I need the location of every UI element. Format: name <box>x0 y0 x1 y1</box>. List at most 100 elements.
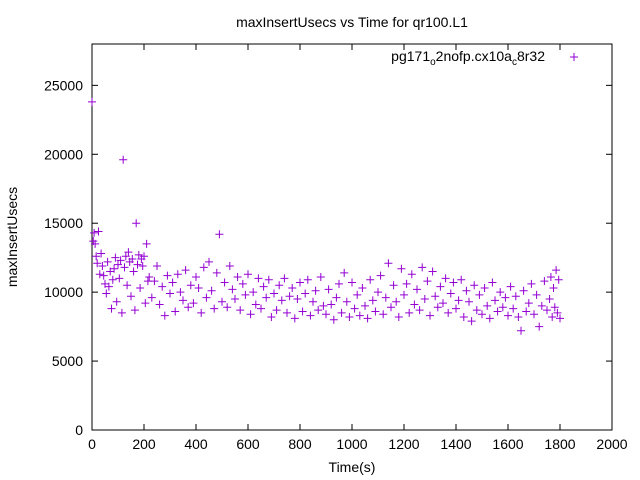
data-point <box>394 312 403 321</box>
data-point <box>301 289 310 298</box>
data-point <box>381 293 390 302</box>
data-point <box>92 252 101 261</box>
data-point <box>467 317 476 326</box>
data-point <box>535 322 544 331</box>
data-point <box>111 253 120 262</box>
data-point <box>543 306 551 315</box>
data-point <box>298 307 307 316</box>
data-point <box>168 278 177 287</box>
legend-subscript: c <box>512 57 517 68</box>
data-point <box>332 293 341 302</box>
data-point <box>314 306 323 315</box>
data-point <box>246 310 255 319</box>
data-point <box>202 293 211 302</box>
data-point <box>205 257 213 266</box>
data-point <box>428 267 437 276</box>
series-points <box>88 97 564 335</box>
data-point <box>207 286 216 295</box>
data-point <box>262 293 271 302</box>
x-tick-label: 2000 <box>596 436 627 452</box>
data-point <box>387 303 395 312</box>
y-axis: 0 5000 10000 15000 20000 25000 <box>44 77 612 438</box>
data-point <box>93 259 102 268</box>
data-point <box>426 311 434 320</box>
x-tick-label: 1800 <box>544 436 575 452</box>
data-point <box>374 288 382 297</box>
data-point <box>509 304 518 313</box>
data-point <box>142 239 151 248</box>
x-tick-label: 0 <box>88 436 96 452</box>
data-point <box>350 304 359 313</box>
data-point <box>485 314 494 323</box>
data-point <box>514 312 523 321</box>
data-point <box>91 239 100 248</box>
data-point <box>410 300 419 309</box>
data-point <box>140 252 148 261</box>
data-point <box>496 288 505 297</box>
data-point <box>192 272 200 281</box>
data-point <box>475 290 484 299</box>
x-tick-label: 1200 <box>388 436 419 452</box>
data-point <box>272 306 281 315</box>
data-point <box>145 272 154 281</box>
y-tick-label: 15000 <box>44 215 83 231</box>
data-point <box>199 263 208 272</box>
data-point <box>444 308 453 317</box>
data-point <box>189 299 198 308</box>
data-point <box>345 312 354 321</box>
data-point <box>184 303 193 312</box>
data-point <box>527 279 536 288</box>
data-point <box>186 281 195 290</box>
data-point <box>324 285 333 294</box>
data-point <box>552 266 561 275</box>
data-point <box>353 290 362 299</box>
data-point <box>303 275 312 284</box>
data-point <box>452 304 460 313</box>
x-tick-label: 1600 <box>492 436 523 452</box>
data-point <box>358 284 367 293</box>
data-point <box>459 312 468 321</box>
data-point <box>212 268 221 277</box>
data-point <box>264 275 273 284</box>
data-point <box>123 281 132 290</box>
y-tick-label: 10000 <box>44 284 83 300</box>
data-point <box>493 307 502 316</box>
data-point <box>405 308 414 317</box>
data-point <box>517 326 525 335</box>
data-point <box>376 271 385 280</box>
data-point <box>147 293 156 302</box>
data-point <box>259 282 268 291</box>
data-point <box>254 274 263 283</box>
data-point <box>462 286 471 295</box>
data-point <box>251 300 260 309</box>
data-point <box>103 257 112 266</box>
x-tick-label: 1000 <box>336 436 367 452</box>
x-tick-label: 800 <box>288 436 312 452</box>
data-point <box>436 282 445 291</box>
legend: pg171o2nofp.cx10ac8r32 <box>391 48 578 68</box>
data-point <box>112 297 121 306</box>
data-point <box>133 260 142 269</box>
data-point <box>549 284 558 293</box>
data-point <box>327 300 336 309</box>
data-point <box>275 281 284 290</box>
data-point <box>228 285 237 294</box>
data-point <box>283 308 291 317</box>
data-point <box>402 279 411 288</box>
data-point <box>166 289 174 298</box>
data-point <box>306 311 315 320</box>
data-point <box>524 299 533 308</box>
data-point <box>270 289 278 298</box>
data-point <box>160 311 169 320</box>
data-point <box>329 315 338 324</box>
data-point <box>316 272 325 281</box>
x-tick-label: 1400 <box>440 436 471 452</box>
data-point <box>540 277 549 286</box>
data-point <box>322 310 330 319</box>
data-point <box>400 290 408 299</box>
data-point <box>342 297 351 306</box>
data-point <box>296 278 304 287</box>
data-point <box>194 284 203 293</box>
data-point <box>379 310 388 319</box>
data-point <box>311 286 320 295</box>
